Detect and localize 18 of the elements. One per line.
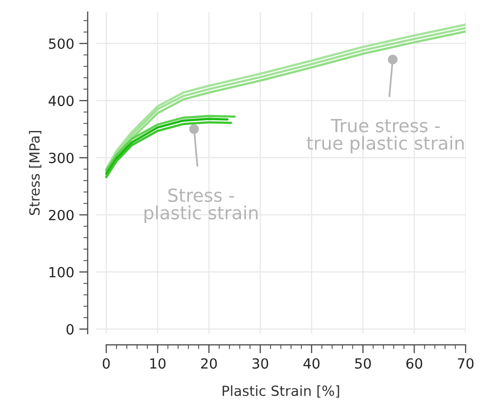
x-axis-title: Plastic Strain [%]: [222, 385, 340, 398]
x-tick-label: 60: [406, 358, 422, 369]
y-tick-label: 100: [49, 266, 74, 278]
x-tick-label: 0: [102, 358, 110, 369]
y-axis-title: Stress [MPa]: [28, 130, 42, 216]
y-tick-label: 0: [66, 324, 74, 335]
y-tick-label: 500: [49, 38, 74, 49]
x-tick-label: 20: [201, 358, 217, 369]
x-tick-label: 30: [252, 358, 268, 369]
y-tick-label: 400: [48, 96, 74, 106]
annotation: True stress - true plastic strain: [306, 118, 464, 154]
annotation: Stress - plastic strain: [144, 188, 258, 224]
x-tick-label: 70: [458, 358, 474, 369]
x-tick-label: 40: [303, 358, 320, 369]
y-tick-label: 300: [49, 152, 74, 164]
x-tick-label: 50: [355, 358, 371, 369]
y-tick-label: 200: [48, 210, 74, 220]
x-tick-label: 10: [150, 358, 166, 369]
